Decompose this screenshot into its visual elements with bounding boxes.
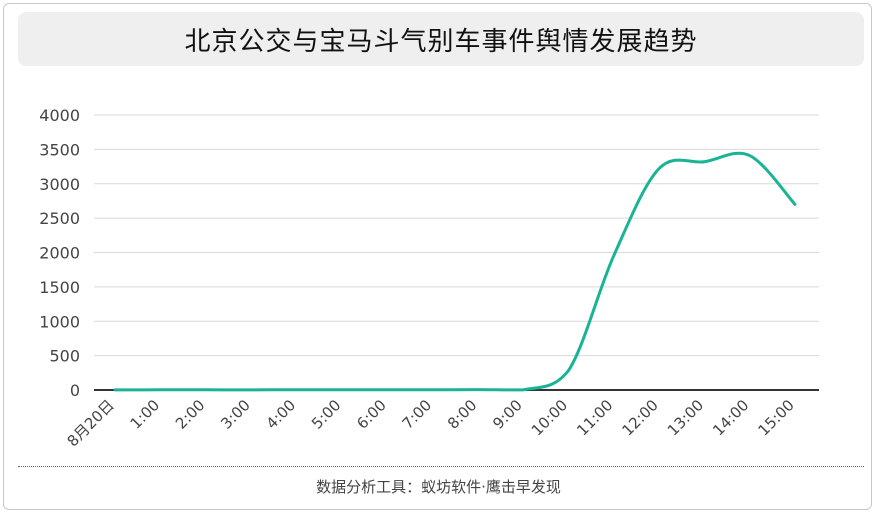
- y-tick-label: 2000: [39, 244, 80, 263]
- chart-title: 北京公交与宝马斗气别车事件舆情发展趋势: [184, 26, 698, 57]
- y-tick-label: 3000: [39, 175, 80, 194]
- x-tick-label: 14:00: [709, 396, 752, 439]
- y-axis-ticks: 0 500 1000 1500 2000 2500 3000 3500 4000: [39, 106, 80, 400]
- grid-lines: [94, 114, 819, 391]
- x-tick-label: 13:00: [664, 396, 707, 439]
- x-tick-label: 12:00: [619, 396, 662, 439]
- y-tick-label: 3500: [39, 140, 80, 159]
- chart-frame: 北京公交与宝马斗气别车事件舆情发展趋势 0 500 1000 1500 2000 2500…: [3, 3, 872, 510]
- y-tick-label: 0: [70, 381, 80, 400]
- x-tick-label: 8:00: [444, 396, 481, 433]
- y-tick-label: 4000: [39, 106, 80, 125]
- x-tick-label: 3:00: [217, 396, 254, 433]
- x-tick-label: 7:00: [399, 396, 436, 433]
- y-tick-label: 1000: [39, 312, 80, 331]
- footer-divider: [18, 466, 864, 467]
- line-chart: 0 500 1000 1500 2000 2500 3000 3500 4000 8月20日 1:…: [39, 106, 819, 450]
- x-tick-label: 11:00: [573, 396, 616, 439]
- x-axis-ticks: 8月20日 1:00 2:00 3:00 4:00 5:00 6:00 7:00 8:00 9:0…: [64, 396, 798, 450]
- y-tick-label: 2500: [39, 209, 80, 228]
- x-tick-label: 9:00: [489, 396, 526, 433]
- x-tick-label: 6:00: [353, 396, 390, 433]
- title-bar: 北京公交与宝马斗气别车事件舆情发展趋势: [18, 12, 864, 66]
- x-tick-label: 5:00: [308, 396, 345, 433]
- x-tick-label: 10:00: [528, 396, 571, 439]
- y-tick-label: 500: [49, 347, 80, 366]
- x-tick-label: 15:00: [755, 396, 798, 439]
- x-tick-label: 2:00: [172, 396, 209, 433]
- footer-source: 数据分析工具：蚁坊软件·鹰击早发现: [316, 478, 561, 496]
- series-line: [113, 151, 797, 392]
- y-tick-label: 1500: [39, 278, 80, 297]
- x-tick-label: 1:00: [127, 396, 164, 433]
- x-tick-label: 4:00: [263, 396, 300, 433]
- x-tick-label: 8月20日: [64, 396, 118, 450]
